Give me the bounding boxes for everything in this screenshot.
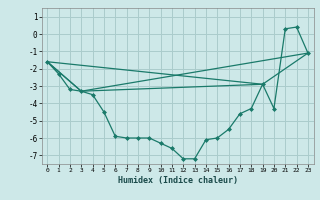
X-axis label: Humidex (Indice chaleur): Humidex (Indice chaleur) (118, 176, 237, 185)
